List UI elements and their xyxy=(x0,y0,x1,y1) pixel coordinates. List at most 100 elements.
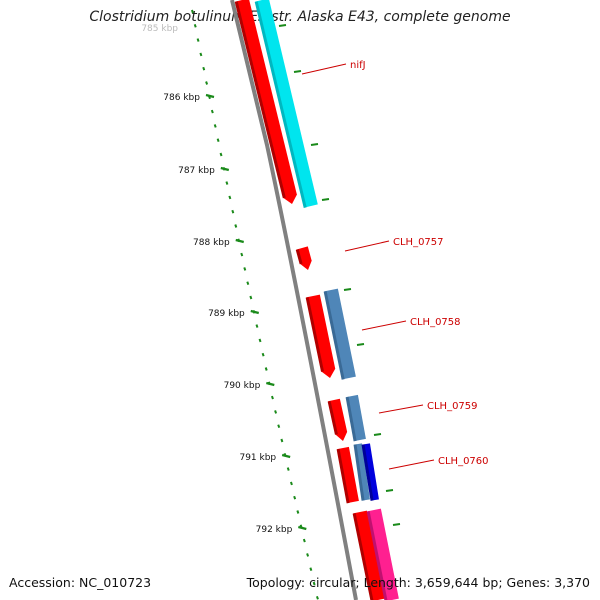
minor-tick xyxy=(193,23,197,28)
minor-tick xyxy=(309,567,313,572)
minor-tick xyxy=(249,295,253,300)
minor-tick xyxy=(243,267,247,271)
feature-tick xyxy=(343,288,352,291)
minor-tick xyxy=(280,438,284,443)
tick-label: 792 kbp xyxy=(256,525,293,535)
steelblue-feature xyxy=(324,288,356,380)
minor-tick xyxy=(312,581,316,586)
major-tick xyxy=(235,238,245,244)
major-tick xyxy=(205,93,215,99)
tick-label: 786 kbp xyxy=(163,93,200,103)
gene-leader-line xyxy=(361,320,407,331)
minor-tick xyxy=(296,510,300,514)
minor-tick xyxy=(270,395,274,400)
minor-tick xyxy=(213,124,217,128)
minor-tick xyxy=(293,495,297,500)
gene-label: CLH_0759 xyxy=(427,401,478,412)
gene-label: CLH_0760 xyxy=(438,456,489,467)
scale-labels: 786 kbp 787 kbp 788 kbp 789 kbp 790 kbp 791 k… xyxy=(141,24,292,535)
cds-forward xyxy=(296,246,312,270)
steelblue-feature-shade xyxy=(353,444,365,501)
minor-tick xyxy=(255,324,259,328)
feature-tick xyxy=(392,523,401,526)
minor-tick xyxy=(261,352,265,357)
feature-tick xyxy=(321,198,330,201)
feature-tick xyxy=(373,433,382,436)
major-tick xyxy=(281,453,291,459)
minor-tick xyxy=(274,410,278,414)
minor-tick xyxy=(228,195,232,200)
minor-tick xyxy=(315,595,319,600)
minor-tick xyxy=(258,338,262,343)
feature-tick xyxy=(385,489,394,492)
cds-forward xyxy=(306,294,336,378)
cds-forward-shade xyxy=(295,249,303,265)
gene-leader-line xyxy=(388,459,435,470)
tick-label: 788 kbp xyxy=(193,238,230,248)
cds-forward xyxy=(235,0,297,204)
minor-tick xyxy=(191,9,194,14)
cds-forward-shade xyxy=(305,297,324,372)
steelblue-feature xyxy=(346,394,366,442)
major-tick xyxy=(298,525,307,531)
gene-leader-line xyxy=(301,63,347,75)
accession-text: Accession: NC_010723 xyxy=(9,575,152,590)
minor-tick xyxy=(246,281,250,286)
minor-tick xyxy=(306,553,310,557)
feature-tick xyxy=(278,24,287,27)
minor-tick xyxy=(205,81,209,85)
pink-feature-shade xyxy=(366,511,388,600)
minor-tick xyxy=(210,109,214,114)
cds-forward xyxy=(328,398,348,441)
cds-forward xyxy=(337,446,359,504)
cds-forward-shade xyxy=(336,448,350,504)
major-tick xyxy=(266,381,275,387)
tick-label: 790 kbp xyxy=(224,381,261,391)
cds-forward-shade xyxy=(234,1,286,199)
gene-leader-line xyxy=(378,404,424,414)
blue-feature-shade xyxy=(361,444,374,501)
cyan-feature xyxy=(255,0,318,208)
minor-tick xyxy=(196,38,200,42)
minor-tick xyxy=(216,138,220,143)
backbone-line xyxy=(230,0,358,600)
cds-forward-shade xyxy=(352,513,374,600)
cyan-feature-shade xyxy=(254,1,307,208)
minor-tick xyxy=(234,224,238,228)
cds-forward xyxy=(353,510,385,600)
cds-forward-shade xyxy=(327,400,338,435)
minor-tick xyxy=(286,467,290,471)
major-tick xyxy=(250,309,260,315)
tick-label-partial: 785 kbp xyxy=(141,24,178,34)
gene-labels: nifJ CLH_0757 CLH_0758 CLH_0759 CLH_0760 xyxy=(301,60,489,470)
feature-tick xyxy=(293,70,302,73)
minor-tick xyxy=(289,481,293,486)
minor-tick xyxy=(202,66,206,71)
major-tick xyxy=(220,166,230,172)
map-title: Clostridium botulinum E3 str. Alaska E43… xyxy=(89,9,511,25)
minor-tick xyxy=(231,209,235,214)
gene-leader-line xyxy=(344,240,390,252)
scale-ticks xyxy=(191,9,401,600)
steelblue-feature-shade xyxy=(323,291,345,380)
tick-label: 791 kbp xyxy=(239,453,276,463)
gene-label: CLH_0757 xyxy=(393,237,444,248)
tick-label: 789 kbp xyxy=(208,309,245,319)
minor-tick xyxy=(264,367,268,371)
minor-tick xyxy=(302,538,306,543)
gene-features xyxy=(230,0,399,600)
minor-tick xyxy=(225,181,229,185)
feature-tick xyxy=(356,343,365,346)
gene-label: CLH_0758 xyxy=(410,317,461,328)
steelblue-feature-shade xyxy=(345,396,357,442)
feature-tick xyxy=(310,143,319,146)
minor-tick xyxy=(277,424,281,429)
genome-summary-text: Topology: circular; Length: 3,659,644 bp… xyxy=(246,575,590,590)
tick-label: 787 kbp xyxy=(178,166,215,176)
minor-tick xyxy=(199,52,203,57)
gene-label: nifJ xyxy=(350,60,366,71)
pink-feature xyxy=(367,508,399,600)
minor-tick xyxy=(240,252,244,257)
minor-tick xyxy=(219,152,223,157)
